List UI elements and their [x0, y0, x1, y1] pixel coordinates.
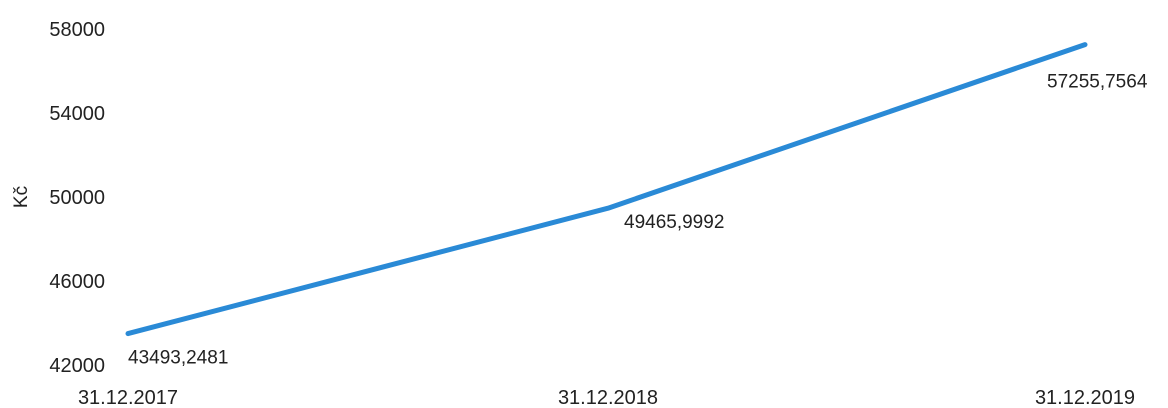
series-group — [125, 42, 1088, 337]
y-tick-labels: 42000 46000 50000 54000 58000 — [49, 19, 105, 377]
data-label: 49465,9992 — [624, 212, 724, 233]
x-tick-label: 31.12.2018 — [558, 387, 658, 408]
x-tick-labels: 31.12.2017 31.12.2018 31.12.2019 — [78, 387, 1135, 408]
series-line — [125, 42, 1088, 337]
y-tick-label: 42000 — [49, 355, 105, 377]
y-axis-label: Kč — [11, 186, 32, 208]
y-tick-label: 50000 — [49, 187, 105, 209]
data-label: 57255,7564 — [1047, 72, 1148, 93]
x-tick-label: 31.12.2017 — [78, 387, 178, 408]
data-label: 43493,2481 — [128, 348, 228, 369]
x-tick-label: 31.12.2019 — [1035, 387, 1135, 408]
y-tick-label: 58000 — [49, 19, 105, 41]
y-tick-label: 54000 — [49, 103, 105, 125]
y-tick-label: 46000 — [49, 271, 105, 293]
data-labels: 43493,2481 49465,9992 57255,7564 — [128, 72, 1148, 369]
